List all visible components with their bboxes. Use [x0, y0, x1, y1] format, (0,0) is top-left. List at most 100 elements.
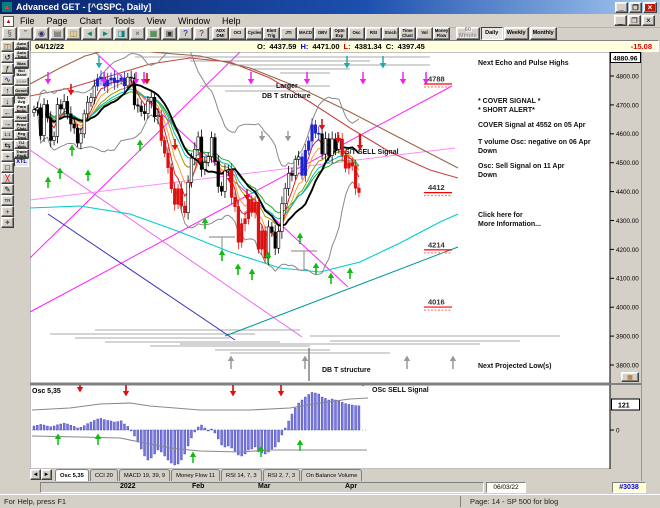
study-button-rsi[interactable]: RSI: [365, 27, 382, 40]
click-here-link[interactable]: More Information...: [478, 221, 541, 228]
lines-tool-icon[interactable]: ╳: [1, 173, 14, 184]
restore-button[interactable]: ❐: [629, 2, 642, 13]
expand-icon[interactable]: ÷: [1, 151, 14, 162]
menu-page[interactable]: Page: [46, 15, 68, 26]
minimize-button[interactable]: _: [615, 2, 628, 13]
add-study-icon[interactable]: +: [1, 206, 14, 217]
close-button[interactable]: ×: [643, 2, 657, 13]
study-button-time-clust[interactable]: Time Clust: [399, 27, 416, 40]
box-tool-icon[interactable]: □: [1, 162, 14, 173]
candle-body: [169, 167, 173, 190]
open-icon[interactable]: ◫: [66, 27, 81, 40]
price-level-label: 4788: [428, 74, 445, 83]
sidebar-study-trade-profl[interactable]: Trade Profl: [14, 149, 29, 158]
quote-icon[interactable]: ”: [18, 27, 33, 40]
study-button-money-flow[interactable]: Money Flow: [433, 27, 450, 40]
pin-icon[interactable]: §: [2, 27, 17, 40]
menu-window[interactable]: Window: [177, 15, 210, 26]
scroll-right-icon[interactable]: →: [1, 118, 14, 129]
osc-bar: [136, 429, 140, 443]
osc-buy-arrow: [296, 439, 304, 451]
prev-icon[interactable]: ◄: [82, 27, 97, 40]
scroll-down-icon[interactable]: ↓: [1, 96, 14, 107]
one-to-one-icon[interactable]: 1:1: [1, 129, 14, 140]
child-minimize-button[interactable]: _: [614, 15, 627, 26]
study-button-macd[interactable]: MACD: [297, 27, 314, 40]
candle-body: [246, 199, 251, 220]
price-chart[interactable]: Larger DB T structure S/T SELL Signal Next …: [30, 52, 641, 383]
sidebar-study-auto-gann[interactable]: Auto Gann: [14, 41, 29, 50]
sidebar-study-donch[interactable]: Donch: [14, 86, 29, 95]
sidebar-study-mov-avg[interactable]: Mov Avg: [14, 95, 29, 104]
study-button-cycles[interactable]: Cycles: [246, 27, 263, 40]
study-button-optn-exp[interactable]: Optn Exp: [331, 27, 348, 40]
next-icon[interactable]: ►: [98, 27, 113, 40]
print-icon[interactable]: ▣: [162, 27, 177, 40]
tab-macd-19-39-9[interactable]: MACD 19, 39, 9: [118, 469, 171, 481]
interval-button-daily[interactable]: Daily: [480, 27, 503, 40]
study-icon[interactable]: ƒ: [1, 63, 14, 74]
open-chart-icon[interactable]: ◫: [1, 41, 14, 52]
study-button-osc[interactable]: Osc: [348, 27, 365, 40]
st-sell-arrow: [356, 134, 364, 151]
study-button-vol[interactable]: Vol: [416, 27, 433, 40]
help-icon[interactable]: ?: [178, 27, 193, 40]
scroll-up-icon[interactable]: ↑: [1, 85, 14, 96]
tab-scroll-left-button[interactable]: ◄: [30, 469, 41, 480]
pen-tool-icon[interactable]: ✎: [1, 184, 14, 195]
tab-osc-5-35[interactable]: Osc 5,35: [55, 469, 89, 481]
sidebar-study-t-j-web[interactable]: T/J Web: [14, 140, 29, 149]
tab-rsi-14-7-3[interactable]: RSI 14, 7, 3: [221, 469, 262, 481]
study-button-oci[interactable]: OCI: [229, 27, 246, 40]
find-icon[interactable]: ◉: [34, 27, 49, 40]
sidebar-study-pivot[interactable]: Pivot: [14, 113, 29, 122]
menu-tools[interactable]: Tools: [113, 15, 135, 26]
study-button-jti[interactable]: JTI: [280, 27, 297, 40]
menu-chart[interactable]: Chart: [79, 15, 102, 26]
study-button-stoch[interactable]: Stoch: [382, 27, 399, 40]
tab-on-balance-volume[interactable]: On Balance Volume: [301, 469, 363, 481]
study-button-adx-dmi[interactable]: ADX DMI: [212, 27, 229, 40]
interval-button-monthly[interactable]: Monthly: [529, 27, 557, 40]
tab-cci-20[interactable]: CCI 20: [89, 469, 118, 481]
candle-body: [89, 97, 93, 103]
sidebar-study-xtl[interactable]: XTL: [14, 158, 29, 167]
tjr-icon[interactable]: TR: [1, 195, 14, 206]
sidebar-study-reg-trnd[interactable]: Reg Trnd: [14, 131, 29, 140]
tab-scroll-right-button[interactable]: ►: [41, 469, 52, 480]
reset-study-icon[interactable]: ↺: [1, 52, 14, 63]
sidebar-study-price-clstr[interactable]: Price Clstr: [14, 122, 29, 131]
click-here-link[interactable]: Click here for: [478, 212, 523, 219]
pages-icon[interactable]: ▦: [146, 27, 161, 40]
copy-icon[interactable]: ◨: [114, 27, 129, 40]
buy-arrow: [234, 263, 242, 275]
sidebar-study-para-bolic[interactable]: Para bolic: [14, 104, 29, 113]
elliott-icon[interactable]: ∿: [1, 74, 14, 85]
osc-bar: [247, 429, 250, 451]
compress-icon[interactable]: ⇆: [1, 140, 14, 151]
menu-file[interactable]: File: [20, 15, 35, 26]
menu-view[interactable]: View: [146, 15, 166, 26]
sidebar-study-auto-trnd[interactable]: Auto Trnd: [14, 50, 29, 59]
panel-splitter[interactable]: [30, 383, 641, 385]
new-chart-icon[interactable]: ▤: [50, 27, 65, 40]
candle-body: [92, 85, 96, 98]
oscillator-panel[interactable]: Osc 5,35 OSc SELL Signal 121 0: [30, 385, 641, 469]
sidebar-study-bias[interactable]: Bias: [14, 59, 29, 68]
scroll-left-icon[interactable]: ←: [1, 107, 14, 118]
interval-button-weekly[interactable]: Weekly: [503, 27, 529, 40]
tab-money-flow-11[interactable]: Money Flow 11: [171, 469, 221, 481]
menu-help[interactable]: Help: [221, 15, 241, 26]
sidebar-study-bol-band[interactable]: Bol Band: [14, 68, 29, 77]
child-close-button[interactable]: ×: [642, 15, 655, 26]
study-button-obv[interactable]: OBV: [314, 27, 331, 40]
child-restore-button[interactable]: ❐: [628, 15, 641, 26]
properties-icon[interactable]: ✦: [1, 217, 14, 228]
study-button-elott-trig[interactable]: Elott Trig: [263, 27, 280, 40]
delete-icon[interactable]: ×: [130, 27, 145, 40]
page-grid-button[interactable]: ▦: [621, 372, 639, 382]
tab-rsi-2-7-3[interactable]: RSI 2, 7, 3: [262, 469, 301, 481]
context-help-icon[interactable]: ?: [194, 27, 209, 40]
osc-bar: [126, 426, 130, 431]
cursor-date-box[interactable]: 06/03/22: [486, 482, 526, 493]
